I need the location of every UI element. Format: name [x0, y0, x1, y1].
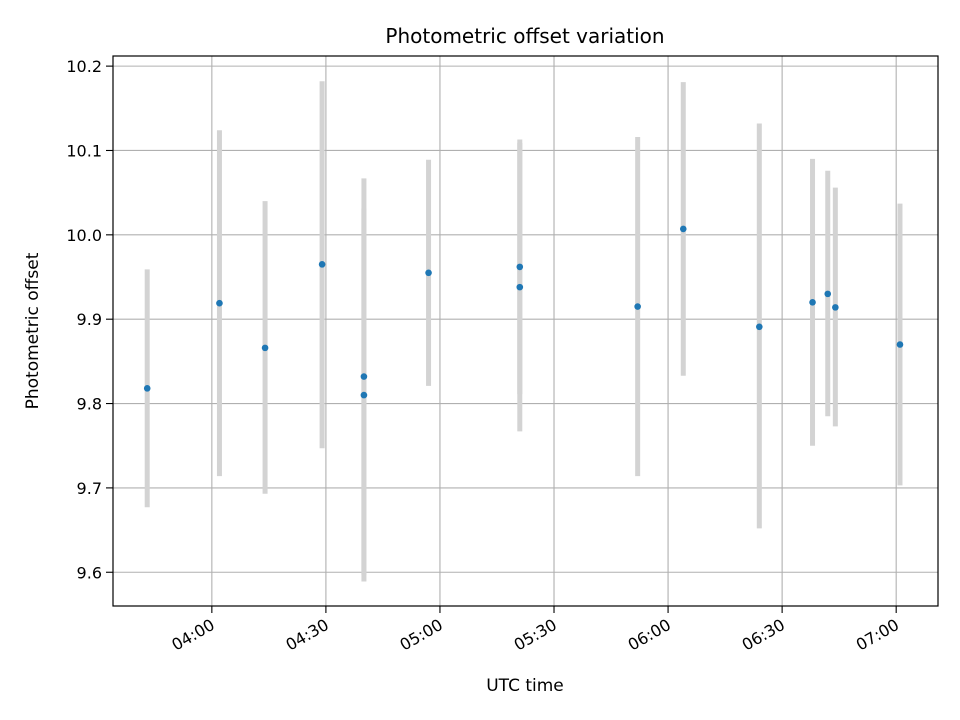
data-point	[516, 283, 524, 291]
y-tick-label: 10.1	[66, 141, 102, 160]
data-point	[809, 299, 816, 306]
plot-area	[113, 56, 938, 606]
x-axis-title: UTC time	[486, 676, 564, 696]
data-point	[756, 323, 763, 331]
y-tick-label: 10.0	[66, 226, 102, 245]
grid	[113, 56, 938, 606]
plot-frame	[112, 55, 939, 607]
data-point	[832, 304, 839, 311]
data-point	[516, 263, 524, 271]
chart-title: Photometric offset variation	[385, 24, 664, 48]
data-point	[360, 391, 368, 399]
y-tick-label: 9.6	[77, 563, 102, 582]
data-point	[824, 290, 832, 298]
y-axis-title: Photometric offset	[23, 252, 43, 409]
data-point	[634, 303, 641, 310]
y-tick-label: 9.7	[77, 479, 102, 498]
data-point	[896, 341, 904, 348]
data-point	[261, 344, 269, 352]
data-point	[216, 299, 223, 307]
data-point	[360, 373, 368, 380]
data-points	[143, 225, 904, 399]
y-tick-label: 10.2	[66, 57, 102, 76]
y-axis-ticks: 9.6 9.7 9.8 9.9 10.0 10.1 10.2	[66, 57, 113, 582]
data-point	[318, 261, 326, 268]
data-point	[143, 385, 151, 392]
data-point	[425, 269, 432, 277]
y-tick-label: 9.8	[77, 395, 102, 414]
data-point	[679, 225, 687, 233]
y-tick-label: 9.9	[77, 310, 102, 329]
